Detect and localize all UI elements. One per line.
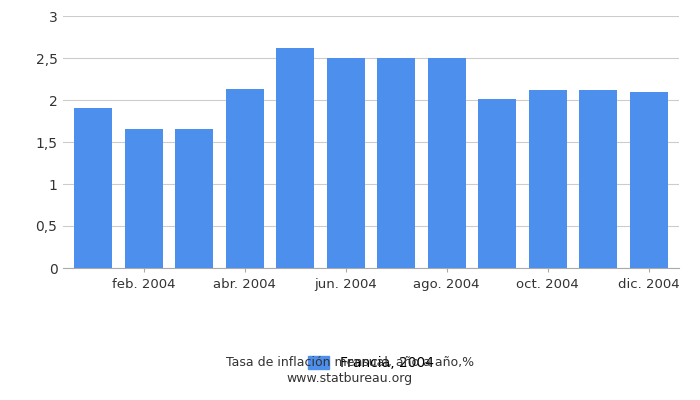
Bar [276, 48, 314, 268]
Bar [327, 58, 365, 268]
Bar [428, 58, 466, 268]
Bar [478, 99, 516, 268]
Bar [630, 92, 668, 268]
Bar [377, 58, 415, 268]
Bar [125, 129, 162, 268]
Bar [580, 90, 617, 268]
Text: www.statbureau.org: www.statbureau.org [287, 372, 413, 385]
Bar [226, 89, 264, 268]
Text: Tasa de inflación mensual, año a año,%: Tasa de inflación mensual, año a año,% [226, 356, 474, 369]
Bar [175, 129, 214, 268]
Bar [74, 108, 112, 268]
Bar [528, 90, 567, 268]
Legend: Francia, 2004: Francia, 2004 [302, 350, 440, 376]
